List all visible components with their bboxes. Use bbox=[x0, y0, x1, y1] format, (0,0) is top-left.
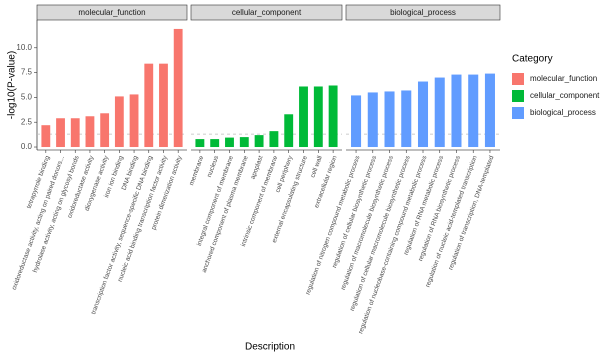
facet-strip bbox=[190, 4, 343, 21]
bar bbox=[173, 28, 183, 148]
bar bbox=[225, 137, 234, 148]
bar bbox=[299, 86, 308, 148]
bar bbox=[239, 137, 249, 148]
bar bbox=[41, 125, 51, 148]
x-tick-label: membrane bbox=[188, 155, 205, 187]
bar bbox=[313, 86, 323, 148]
bar bbox=[114, 96, 124, 148]
x-tick-label: nucleus bbox=[206, 154, 220, 178]
bar bbox=[85, 116, 95, 148]
bar bbox=[269, 131, 279, 148]
bar bbox=[401, 90, 412, 148]
facet-strip bbox=[345, 4, 501, 21]
bar bbox=[70, 118, 80, 148]
bar bbox=[468, 74, 479, 148]
bar bbox=[434, 77, 445, 148]
bar bbox=[351, 95, 362, 148]
y-tick-label: 7.5 bbox=[21, 68, 33, 77]
bar bbox=[195, 139, 205, 148]
legend-swatch bbox=[512, 107, 524, 119]
bar bbox=[484, 73, 495, 148]
legend-label: biological_process bbox=[530, 108, 596, 117]
facet-label: molecular_function bbox=[78, 8, 145, 17]
x-axis-title: Description bbox=[245, 342, 295, 353]
facet-label: cellular_component bbox=[232, 8, 302, 17]
y-tick-label: 2.5 bbox=[21, 117, 33, 126]
bar bbox=[56, 118, 65, 148]
legend-title: Category bbox=[512, 54, 553, 65]
legend-swatch bbox=[512, 90, 524, 102]
bar bbox=[144, 63, 154, 148]
y-tick-label: 10.0 bbox=[16, 43, 32, 52]
bar bbox=[367, 92, 378, 148]
bar bbox=[129, 94, 139, 148]
bar bbox=[384, 91, 395, 148]
bar bbox=[254, 135, 264, 148]
legend-label: molecular_function bbox=[530, 74, 597, 83]
y-axis-title: -log10(P-value) bbox=[7, 51, 18, 119]
x-tick-label: apoplast bbox=[250, 155, 265, 181]
bar bbox=[159, 63, 168, 148]
legend-swatch bbox=[512, 73, 524, 85]
bar bbox=[328, 85, 338, 148]
legend-label: cellular_component bbox=[530, 91, 600, 100]
x-tick-label: cell wall bbox=[309, 154, 324, 178]
facet-strip bbox=[36, 4, 188, 21]
y-tick-label: 0.0 bbox=[21, 142, 33, 151]
bar bbox=[100, 113, 110, 148]
bar bbox=[284, 114, 294, 148]
facet-label: biological_process bbox=[390, 8, 456, 17]
bar bbox=[451, 74, 462, 148]
bar bbox=[210, 139, 220, 148]
y-tick-label: 5.0 bbox=[21, 93, 33, 102]
bar bbox=[417, 81, 429, 148]
